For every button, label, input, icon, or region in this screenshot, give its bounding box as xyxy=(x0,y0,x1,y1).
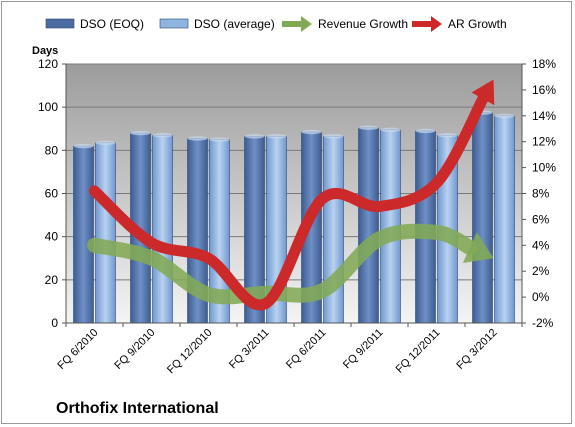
right-tick-label: 6% xyxy=(532,212,550,226)
growth-lines xyxy=(87,79,495,311)
bar-dso-average-cap xyxy=(437,133,458,138)
left-tick-label: 60 xyxy=(45,187,59,201)
bar-dso-average-cap xyxy=(380,127,401,133)
chart-svg: 0 20 40 60 80 100 120 -2% 0% 2% 4% 6% 8% 10% 12% 14% 16%… xyxy=(32,16,556,377)
bar-dso-average xyxy=(152,134,173,324)
legend-swatch-dso-average xyxy=(159,18,189,29)
x-tick-label: FQ 12/2010 xyxy=(165,327,215,377)
x-tick-label: FQ 6/2010 xyxy=(55,327,100,372)
left-tick-label: 100 xyxy=(38,100,58,114)
bar-dso-eoq-cap xyxy=(73,143,94,149)
right-tick-label: 0% xyxy=(532,290,550,304)
right-tick-label: 18% xyxy=(532,57,556,71)
bar-dso-eoq-cap xyxy=(187,136,208,141)
bar-dso-average-cap xyxy=(494,113,515,119)
right-tick-label: 16% xyxy=(532,83,556,97)
legend-label-dso-eoq: DSO (EOQ) xyxy=(80,17,144,31)
bar-dso-average-cap xyxy=(209,137,230,142)
ar-growth-arrowhead xyxy=(471,79,495,106)
legend-swatch-dso-eoq xyxy=(45,18,75,29)
ar-growth-line xyxy=(89,93,489,311)
right-tick-label: 2% xyxy=(532,264,550,278)
legend-label-ar-growth: AR Growth xyxy=(448,17,507,31)
x-tick-label: FQ 9/2011 xyxy=(341,327,386,372)
legend-arrow-revenue-growth xyxy=(301,16,312,32)
right-tick-label: 10% xyxy=(532,161,556,175)
left-tick-label: 40 xyxy=(45,230,59,244)
bar-dso-average xyxy=(95,142,116,324)
revenue-growth-line xyxy=(87,223,478,305)
legend-label-dso-average: DSO (average) xyxy=(194,17,275,31)
right-tick-label: 4% xyxy=(532,238,550,252)
left-tick-label: 80 xyxy=(45,143,59,157)
bar-dso-eoq-cap xyxy=(358,125,379,130)
left-tick-label: 120 xyxy=(38,57,58,71)
bar-dso-eoq-cap xyxy=(130,130,151,136)
bar-dso-average-cap xyxy=(323,134,344,139)
bar-dso-average-cap xyxy=(95,140,116,145)
x-tick-label: FQ 3/2011 xyxy=(227,327,272,372)
company-name: Orthofix International xyxy=(56,400,219,417)
revenue-growth-arrowhead xyxy=(462,232,494,263)
bar-dso-eoq-cap xyxy=(244,134,265,139)
bar-dso-eoq-cap xyxy=(415,128,436,134)
x-tick-label: FQ 12/2011 xyxy=(394,327,443,376)
left-tick-label: 20 xyxy=(45,273,59,287)
bars xyxy=(73,110,515,324)
y-axis-title: Days xyxy=(32,45,58,57)
x-tick-label: FQ 3/2012 xyxy=(454,327,499,372)
bar-dso-eoq xyxy=(358,127,379,324)
right-tick-label: 12% xyxy=(532,135,556,149)
right-tick-label: 14% xyxy=(532,109,556,123)
bar-dso-average-cap xyxy=(266,134,287,139)
x-tick-label: FQ 9/2010 xyxy=(112,327,157,372)
bar-dso-average xyxy=(494,115,515,324)
right-tick-label: -2% xyxy=(532,316,554,330)
bar-dso-eoq-cap xyxy=(301,129,322,135)
legend-arrow-ar-growth xyxy=(431,16,442,32)
x-tick-label: FQ 6/2011 xyxy=(284,327,329,372)
legend-label-revenue-growth: Revenue Growth xyxy=(318,17,408,31)
bar-dso-average-cap xyxy=(152,133,173,138)
bar-dso-eoq xyxy=(472,112,493,324)
left-tick-label: 0 xyxy=(51,316,58,330)
bar-dso-eoq xyxy=(73,145,94,324)
legend: DSO (EOQ) DSO (average) Revenue Growth AR G… xyxy=(45,16,507,32)
right-tick-label: 8% xyxy=(532,187,550,201)
